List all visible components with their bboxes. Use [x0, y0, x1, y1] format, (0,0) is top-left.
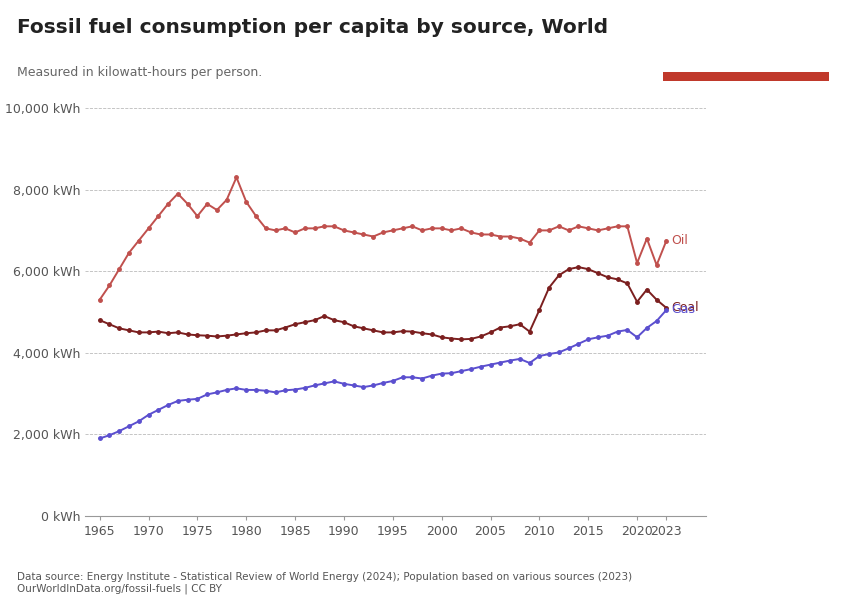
Text: Our World: Our World — [714, 29, 778, 39]
Bar — [663, 72, 829, 81]
Text: Data source: Energy Institute - Statistical Review of World Energy (2024); Popul: Data source: Energy Institute - Statisti… — [17, 572, 632, 594]
Text: Coal: Coal — [672, 301, 699, 314]
Text: Oil: Oil — [672, 234, 688, 247]
Text: Measured in kilowatt-hours per person.: Measured in kilowatt-hours per person. — [17, 66, 263, 79]
Text: Gas: Gas — [672, 304, 695, 316]
Text: in Data: in Data — [723, 52, 768, 62]
Text: Fossil fuel consumption per capita by source, World: Fossil fuel consumption per capita by so… — [17, 18, 608, 37]
